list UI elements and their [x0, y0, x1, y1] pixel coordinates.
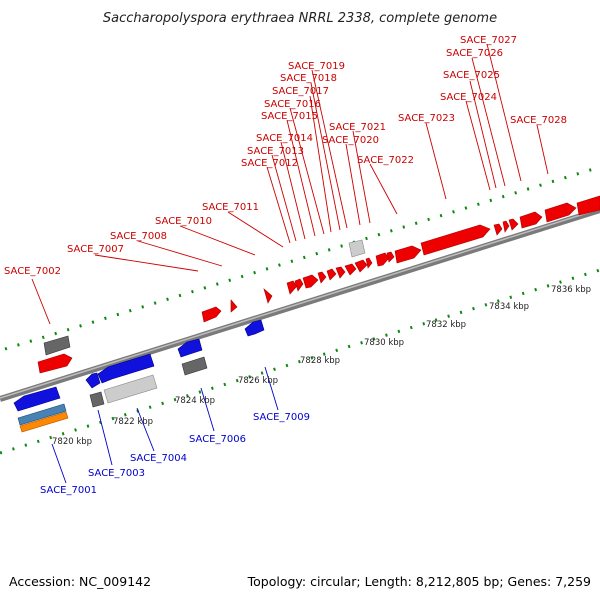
ruler-ticks-lower	[0, 268, 600, 455]
gene-arrow[interactable]	[294, 278, 304, 292]
gene-arrow[interactable]	[508, 218, 519, 231]
gene-label[interactable]: SACE_7018	[280, 73, 337, 84]
gene-label[interactable]: SACE_7024	[440, 92, 497, 103]
gene-arrow[interactable]	[230, 299, 238, 313]
gene-arrow[interactable]	[502, 220, 510, 233]
forward-misc-features	[43, 239, 366, 356]
ruler	[0, 165, 600, 455]
map-title: Saccharopolyspora erythraea NRRL 2338, c…	[103, 11, 497, 26]
reverse-gene-labels: SACE_7001 SACE_7003 SACE_7004 SACE_7006 …	[40, 412, 310, 496]
gene-label[interactable]: SACE_7004	[130, 453, 187, 464]
gene-arrow[interactable]	[375, 252, 390, 267]
gene-label[interactable]: SACE_7002	[4, 266, 61, 277]
scale-label: 7830 kbp	[364, 338, 404, 348]
gene-label[interactable]: SACE_7027	[460, 35, 517, 46]
gene-arrow[interactable]	[244, 319, 265, 337]
gene-arrow[interactable]	[37, 353, 73, 374]
gene-label[interactable]: SACE_7017	[272, 86, 329, 97]
gene-label[interactable]: SACE_7019	[288, 61, 345, 72]
gene-arrow[interactable]	[544, 202, 577, 223]
genome-summary-text: Topology: circular; Length: 8,212,805 bp…	[247, 574, 591, 589]
gene-arrow[interactable]	[335, 266, 346, 279]
scale-labels: 7820 kbp 7822 kbp 7824 kbp 7826 kbp 7828…	[52, 285, 591, 447]
gene-label[interactable]: SACE_7008	[110, 231, 167, 242]
gene-arrow[interactable]	[365, 257, 373, 269]
gene-label[interactable]: SACE_7006	[189, 434, 246, 445]
accession-text: Accession: NC_009142	[9, 574, 151, 589]
gene-arrow[interactable]	[394, 245, 422, 264]
gene-label[interactable]: SACE_7007	[67, 244, 124, 255]
gene-label[interactable]: SACE_7009	[253, 412, 310, 423]
gene-arrow[interactable]	[576, 195, 600, 216]
forward-gene-labels: SACE_7002 SACE_7007 SACE_7008 SACE_7010 …	[4, 35, 567, 277]
gene-arrow[interactable]	[519, 211, 543, 229]
reverse-leader-lines	[51, 366, 279, 484]
gene-arrow[interactable]	[317, 271, 327, 284]
scale-label: 7826 kbp	[238, 376, 278, 386]
gene-label[interactable]: SACE_7025	[443, 70, 500, 81]
gene-arrow[interactable]	[177, 338, 203, 358]
gene-box[interactable]	[348, 239, 366, 258]
gene-arrow[interactable]	[263, 288, 273, 304]
scale-label: 7834 kbp	[489, 302, 529, 312]
gene-arrow[interactable]	[326, 268, 337, 281]
gene-arrow[interactable]	[354, 259, 368, 273]
ruler-ticks-upper	[4, 165, 600, 351]
gene-label[interactable]: SACE_7013	[247, 146, 304, 157]
gene-label[interactable]: SACE_7026	[446, 48, 503, 59]
gene-label[interactable]: SACE_7012	[241, 158, 298, 169]
scale-label: 7832 kbp	[426, 320, 466, 330]
gene-arrow[interactable]	[85, 372, 101, 389]
gene-label[interactable]: SACE_7001	[40, 485, 97, 496]
gene-label[interactable]: SACE_7023	[398, 113, 455, 124]
gene-label[interactable]: SACE_7011	[202, 202, 259, 213]
gene-label[interactable]: SACE_7028	[510, 115, 567, 126]
forward-genes	[37, 195, 600, 374]
gene-label[interactable]: SACE_7010	[155, 216, 212, 227]
reverse-misc-features	[17, 356, 208, 433]
gene-label[interactable]: SACE_7014	[256, 133, 313, 144]
gene-arrow[interactable]	[344, 263, 357, 276]
gene-label[interactable]: SACE_7016	[264, 99, 321, 110]
gene-label[interactable]: SACE_7003	[88, 468, 145, 479]
gene-box[interactable]	[103, 374, 158, 404]
gene-box[interactable]	[17, 403, 67, 426]
gene-arrow[interactable]	[201, 306, 222, 323]
gene-box[interactable]	[89, 391, 105, 408]
gene-box[interactable]	[43, 335, 71, 356]
gene-arrow[interactable]	[386, 251, 395, 263]
gene-label[interactable]: SACE_7015	[261, 111, 318, 122]
reverse-genes	[13, 319, 265, 412]
gene-arrow[interactable]	[420, 224, 491, 256]
scale-label: 7836 kbp	[551, 285, 591, 295]
gene-box[interactable]	[19, 411, 69, 433]
forward-leader-lines	[31, 43, 549, 325]
gene-arrow[interactable]	[13, 386, 61, 412]
scale-label: 7828 kbp	[300, 356, 340, 366]
gene-arrow[interactable]	[493, 223, 503, 236]
gene-label[interactable]: SACE_7021	[329, 122, 386, 133]
gene-box[interactable]	[181, 356, 208, 376]
gene-arrow[interactable]	[302, 274, 319, 289]
gene-label[interactable]: SACE_7022	[357, 155, 414, 166]
scale-label: 7822 kbp	[113, 417, 153, 427]
scale-label: 7824 kbp	[175, 396, 215, 406]
gene-arrow[interactable]	[97, 353, 155, 384]
scale-label: 7820 kbp	[52, 437, 92, 447]
genome-backbone	[0, 207, 600, 402]
gene-label[interactable]: SACE_7020	[322, 135, 379, 146]
